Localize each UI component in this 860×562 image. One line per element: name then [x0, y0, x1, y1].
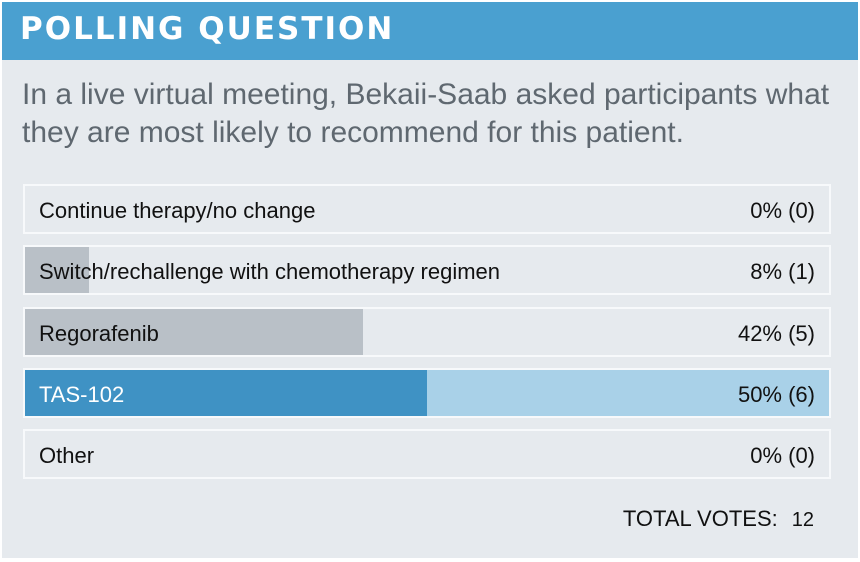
question-text: In a live virtual meeting, Bekaii-Saab a… [22, 78, 830, 149]
option-result: 42% (5) [737, 321, 815, 346]
option-bar [25, 370, 427, 416]
option-label: Other [39, 443, 95, 468]
total-votes-count: 12 [791, 509, 814, 531]
option-other[interactable]: Other 0% (0) [23, 429, 831, 479]
total-votes: TOTAL VOTES: 12 [623, 506, 814, 532]
header-bar: POLLING QUESTION [2, 2, 858, 60]
option-label: Continue therapy/no change [39, 198, 316, 223]
option-bar [25, 247, 90, 293]
option-bar [25, 309, 363, 355]
option-continue-therapy[interactable]: Continue therapy/no change 0% (0) [23, 184, 831, 234]
header-title: POLLING QUESTION [20, 11, 395, 47]
total-votes-label: TOTAL VOTES: [622, 506, 778, 531]
option-result: 8% (1) [750, 259, 815, 284]
option-regorafenib[interactable]: Regorafenib 42% (5) [23, 307, 831, 357]
option-result: 50% (6) [737, 382, 815, 407]
option-label: Regorafenib [39, 321, 159, 346]
option-label: TAS-102 [39, 382, 125, 407]
option-tas-102[interactable]: TAS-102 50% (6) [23, 368, 831, 418]
option-label: Switch/rechallenge with chemotherapy reg… [39, 259, 501, 284]
option-result: 0% (0) [750, 198, 815, 223]
option-switch-rechallenge[interactable]: Switch/rechallenge with chemotherapy reg… [23, 245, 831, 295]
option-result: 0% (0) [750, 443, 815, 468]
